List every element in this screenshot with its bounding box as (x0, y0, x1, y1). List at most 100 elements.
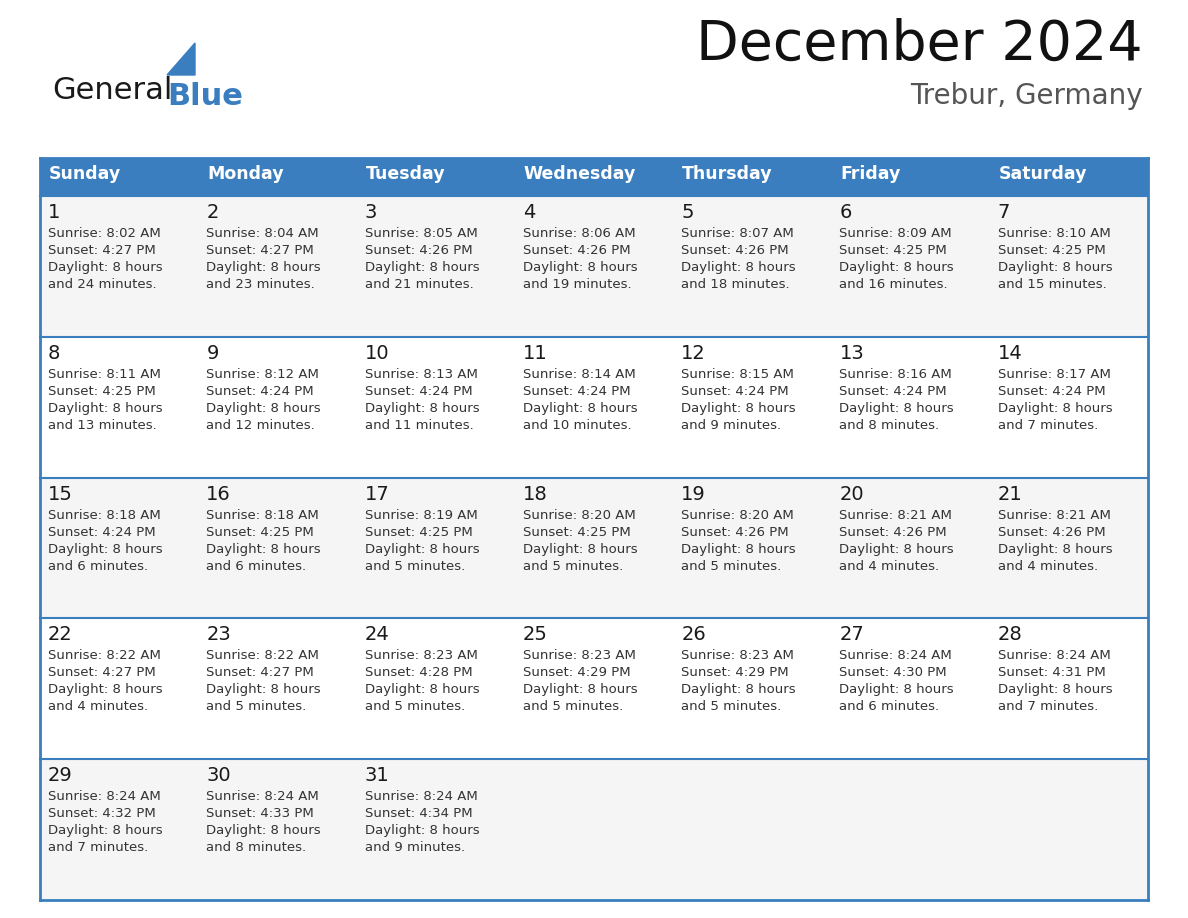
Text: 8: 8 (48, 344, 61, 363)
Text: 21: 21 (998, 485, 1023, 504)
Text: Daylight: 8 hours: Daylight: 8 hours (681, 543, 796, 555)
Bar (40, 337, 198, 477)
Text: 10: 10 (365, 344, 390, 363)
Text: and 8 minutes.: and 8 minutes. (840, 419, 940, 431)
Text: Daylight: 8 hours: Daylight: 8 hours (365, 402, 479, 415)
Text: Sunset: 4:28 PM: Sunset: 4:28 PM (365, 666, 472, 679)
Text: Sunset: 4:29 PM: Sunset: 4:29 PM (681, 666, 789, 679)
Bar (832, 158, 990, 196)
Text: 19: 19 (681, 485, 706, 504)
Text: Sunrise: 8:11 AM: Sunrise: 8:11 AM (48, 368, 160, 381)
Text: 7: 7 (998, 203, 1010, 222)
Text: 2: 2 (207, 203, 219, 222)
Text: Daylight: 8 hours: Daylight: 8 hours (681, 261, 796, 274)
Text: Sunrise: 8:23 AM: Sunrise: 8:23 AM (681, 649, 794, 663)
Text: Daylight: 8 hours: Daylight: 8 hours (207, 824, 321, 837)
Text: Sunset: 4:29 PM: Sunset: 4:29 PM (523, 666, 631, 679)
Text: Daylight: 8 hours: Daylight: 8 hours (523, 261, 638, 274)
Bar (40, 196, 198, 337)
Text: Daylight: 8 hours: Daylight: 8 hours (365, 683, 479, 697)
Text: Sunrise: 8:07 AM: Sunrise: 8:07 AM (681, 227, 794, 240)
Text: 27: 27 (840, 625, 864, 644)
Text: Trebur, Germany: Trebur, Germany (910, 82, 1143, 110)
Bar (198, 759, 356, 900)
Text: Sunset: 4:26 PM: Sunset: 4:26 PM (681, 526, 789, 539)
Bar (40, 759, 198, 900)
Text: Daylight: 8 hours: Daylight: 8 hours (840, 683, 954, 697)
Bar (674, 477, 832, 619)
Text: and 7 minutes.: and 7 minutes. (998, 419, 1098, 431)
Text: 17: 17 (365, 485, 390, 504)
Text: 25: 25 (523, 625, 548, 644)
Text: Sunrise: 8:24 AM: Sunrise: 8:24 AM (840, 649, 952, 663)
Text: 4: 4 (523, 203, 536, 222)
Text: 28: 28 (998, 625, 1023, 644)
Text: 20: 20 (840, 485, 864, 504)
Text: Sunrise: 8:24 AM: Sunrise: 8:24 AM (207, 790, 320, 803)
Bar (832, 619, 990, 759)
Text: Sunrise: 8:22 AM: Sunrise: 8:22 AM (207, 649, 320, 663)
Text: Friday: Friday (840, 165, 901, 183)
Text: Sunrise: 8:16 AM: Sunrise: 8:16 AM (840, 368, 952, 381)
Text: Sunday: Sunday (49, 165, 121, 183)
Text: Sunrise: 8:06 AM: Sunrise: 8:06 AM (523, 227, 636, 240)
Text: Sunset: 4:26 PM: Sunset: 4:26 PM (998, 526, 1105, 539)
Text: and 5 minutes.: and 5 minutes. (365, 560, 465, 573)
Text: Daylight: 8 hours: Daylight: 8 hours (365, 261, 479, 274)
Bar (990, 477, 1148, 619)
Bar (674, 619, 832, 759)
Text: Sunset: 4:26 PM: Sunset: 4:26 PM (365, 244, 472, 257)
Text: Blue: Blue (168, 82, 242, 111)
Text: Sunrise: 8:20 AM: Sunrise: 8:20 AM (681, 509, 794, 521)
Text: and 16 minutes.: and 16 minutes. (840, 278, 948, 291)
Text: Sunset: 4:31 PM: Sunset: 4:31 PM (998, 666, 1106, 679)
Text: Daylight: 8 hours: Daylight: 8 hours (998, 683, 1112, 697)
Text: and 4 minutes.: and 4 minutes. (840, 560, 940, 573)
Text: Sunrise: 8:12 AM: Sunrise: 8:12 AM (207, 368, 320, 381)
Text: Sunrise: 8:23 AM: Sunrise: 8:23 AM (365, 649, 478, 663)
Text: and 12 minutes.: and 12 minutes. (207, 419, 315, 431)
Text: Sunrise: 8:24 AM: Sunrise: 8:24 AM (48, 790, 160, 803)
Text: and 9 minutes.: and 9 minutes. (365, 841, 465, 855)
Text: 12: 12 (681, 344, 706, 363)
Text: 30: 30 (207, 767, 230, 785)
Text: Sunset: 4:25 PM: Sunset: 4:25 PM (998, 244, 1106, 257)
Text: Daylight: 8 hours: Daylight: 8 hours (840, 261, 954, 274)
Text: Monday: Monday (207, 165, 284, 183)
Bar (198, 158, 356, 196)
Text: Sunrise: 8:14 AM: Sunrise: 8:14 AM (523, 368, 636, 381)
Text: Daylight: 8 hours: Daylight: 8 hours (365, 543, 479, 555)
Text: Daylight: 8 hours: Daylight: 8 hours (523, 402, 638, 415)
Bar (198, 337, 356, 477)
Text: Sunset: 4:30 PM: Sunset: 4:30 PM (840, 666, 947, 679)
Text: Sunrise: 8:23 AM: Sunrise: 8:23 AM (523, 649, 636, 663)
Text: Daylight: 8 hours: Daylight: 8 hours (48, 402, 163, 415)
Text: and 21 minutes.: and 21 minutes. (365, 278, 473, 291)
Text: Sunset: 4:24 PM: Sunset: 4:24 PM (840, 385, 947, 397)
Text: Saturday: Saturday (999, 165, 1087, 183)
Text: Sunset: 4:25 PM: Sunset: 4:25 PM (365, 526, 473, 539)
Bar (990, 196, 1148, 337)
Text: and 24 minutes.: and 24 minutes. (48, 278, 157, 291)
Bar (514, 619, 674, 759)
Text: Daylight: 8 hours: Daylight: 8 hours (207, 543, 321, 555)
Text: and 4 minutes.: and 4 minutes. (48, 700, 148, 713)
Text: and 8 minutes.: and 8 minutes. (207, 841, 307, 855)
Text: and 6 minutes.: and 6 minutes. (207, 560, 307, 573)
Text: Daylight: 8 hours: Daylight: 8 hours (998, 261, 1112, 274)
Text: and 18 minutes.: and 18 minutes. (681, 278, 790, 291)
Text: Sunrise: 8:21 AM: Sunrise: 8:21 AM (998, 509, 1111, 521)
Text: and 15 minutes.: and 15 minutes. (998, 278, 1106, 291)
Text: 16: 16 (207, 485, 230, 504)
Bar (514, 477, 674, 619)
Bar (40, 158, 198, 196)
Text: Sunset: 4:24 PM: Sunset: 4:24 PM (523, 385, 631, 397)
Text: 29: 29 (48, 767, 72, 785)
Text: Sunset: 4:24 PM: Sunset: 4:24 PM (365, 385, 472, 397)
Text: 5: 5 (681, 203, 694, 222)
Polygon shape (168, 43, 195, 75)
Text: Sunrise: 8:22 AM: Sunrise: 8:22 AM (48, 649, 160, 663)
Text: Sunset: 4:24 PM: Sunset: 4:24 PM (207, 385, 314, 397)
Bar (198, 477, 356, 619)
Text: Sunset: 4:34 PM: Sunset: 4:34 PM (365, 807, 472, 820)
